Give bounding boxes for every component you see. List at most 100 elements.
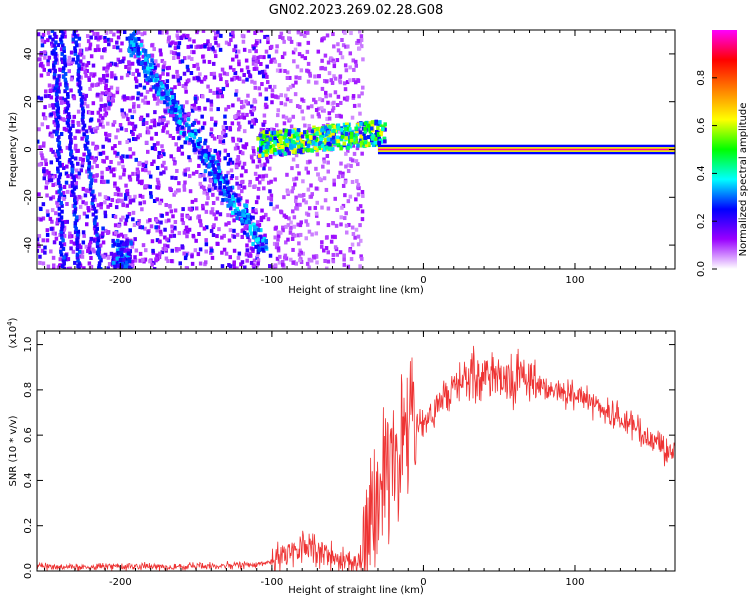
spectrogram-cell	[71, 37, 76, 42]
spectrogram-cell	[124, 218, 129, 223]
spectrogram-cell	[185, 167, 189, 172]
spectrogram-cell	[348, 65, 352, 70]
spectrogram-cell	[135, 68, 139, 73]
spectrogram-cell	[90, 178, 94, 183]
spectrogram-cell	[348, 139, 352, 144]
spectrogram-y-tick-label: 0	[23, 146, 34, 152]
spectrogram-cell	[282, 213, 287, 218]
spectrogram-cell	[100, 175, 104, 180]
spectrogram-cell	[340, 174, 345, 179]
spectrogram-cell	[136, 170, 141, 175]
spectrogram-cell	[130, 61, 135, 66]
spectrogram-cell	[244, 209, 249, 214]
spectrogram-cell	[49, 196, 53, 201]
spectrogram-cell	[93, 197, 97, 202]
spectrogram-cell	[263, 72, 268, 77]
spectrogram-cell	[309, 183, 313, 188]
spectrogram-y-axis-label: Frequency (Hz)	[8, 112, 19, 188]
spectrogram-cell	[289, 124, 294, 129]
spectrogram-cell	[273, 235, 277, 240]
spectrogram-cell	[332, 44, 336, 49]
spectrogram-cell	[376, 126, 380, 131]
spectrogram-cell	[241, 144, 245, 149]
spectrogram-cell	[292, 59, 296, 64]
spectrogram-cell	[148, 62, 153, 67]
spectrogram-cell	[96, 235, 100, 240]
spectrogram-cell	[139, 39, 144, 44]
spectrogram-cell	[124, 113, 129, 118]
spectrogram-cell	[161, 128, 165, 133]
spectrogram-cell	[283, 69, 287, 74]
spectrogram-cell	[247, 220, 252, 225]
spectrogram-cell	[72, 192, 76, 197]
spectrogram-cell	[295, 202, 299, 207]
spectrogram-cell	[334, 113, 339, 118]
spectrogram-cell	[306, 143, 311, 148]
spectrogram-cell	[70, 163, 75, 168]
spectrogram-cell	[77, 43, 81, 48]
spectrogram-cell	[73, 49, 78, 54]
spectrogram-cell	[342, 141, 347, 146]
spectrogram-cell	[85, 155, 90, 160]
spectrogram-cell	[113, 223, 118, 228]
spectrogram-cell	[242, 185, 246, 190]
spectrogram-cell	[183, 140, 188, 145]
spectrogram-cell	[258, 92, 263, 97]
spectrogram-cell	[45, 193, 49, 198]
spectrogram-cell	[133, 76, 138, 81]
spectrogram-cell	[210, 134, 215, 139]
spectrogram-cell	[171, 135, 176, 140]
spectrogram-cell	[177, 181, 181, 186]
spectrogram-cell	[253, 80, 257, 85]
spectrogram-cell	[77, 175, 81, 180]
spectrogram-cell	[240, 235, 244, 240]
spectrogram-cell	[239, 99, 244, 104]
spectrogram-cell	[113, 62, 118, 67]
spectrogram-cell	[292, 224, 297, 229]
spectrogram-cell	[305, 30, 310, 35]
spectrogram-cell	[49, 88, 53, 93]
spectrogram-cell	[88, 240, 93, 245]
spectrogram-cell	[209, 159, 214, 164]
spectrogram-cell	[92, 206, 97, 211]
spectrogram-cell	[50, 208, 55, 213]
spectrogram-cell	[224, 107, 228, 112]
spectrogram-cell	[348, 248, 352, 253]
spectrogram-cell	[274, 245, 279, 250]
spectrogram-cell	[180, 125, 185, 130]
spectrogram-cell	[50, 43, 55, 48]
spectrogram-cell	[288, 85, 293, 90]
spectrogram-cell	[262, 236, 267, 241]
spectrogram-cell	[40, 122, 45, 127]
spectrogram-cell	[278, 150, 282, 155]
spectrogram-cell	[41, 261, 46, 266]
spectrogram-cell	[169, 104, 174, 109]
spectrogram-cell	[121, 215, 125, 220]
spectrogram-cell	[71, 123, 75, 128]
spectrogram-cell	[92, 238, 97, 243]
spectrogram-cell	[80, 136, 84, 141]
spectrogram-cell	[69, 234, 74, 239]
spectrogram-cell	[242, 161, 247, 166]
spectrogram-cell	[217, 150, 222, 155]
spectrogram-cell	[157, 154, 161, 159]
spectrogram-cell	[245, 65, 250, 70]
spectrogram-cell	[343, 193, 347, 198]
spectrogram-cell	[370, 120, 375, 125]
spectrogram-cell	[333, 76, 338, 81]
spectrogram-cell	[73, 143, 78, 148]
spectrogram-cell	[287, 132, 291, 137]
spectrogram-cell	[291, 157, 296, 162]
spectrogram-cell	[218, 212, 223, 217]
spectrogram-cell	[148, 174, 153, 179]
spectrogram-cell	[77, 74, 81, 79]
spectrogram-cell	[269, 197, 274, 202]
colorbar-tick-label: 0.6	[696, 118, 707, 134]
spectrogram-cell	[228, 228, 233, 233]
spectrogram-cell	[182, 71, 187, 76]
spectrogram-cell	[77, 52, 82, 57]
spectrogram-cell	[289, 257, 293, 262]
spectrogram-cell	[91, 203, 96, 208]
spectrogram-cell	[314, 80, 318, 85]
snr-y-tick-label: 1.0	[23, 337, 34, 353]
